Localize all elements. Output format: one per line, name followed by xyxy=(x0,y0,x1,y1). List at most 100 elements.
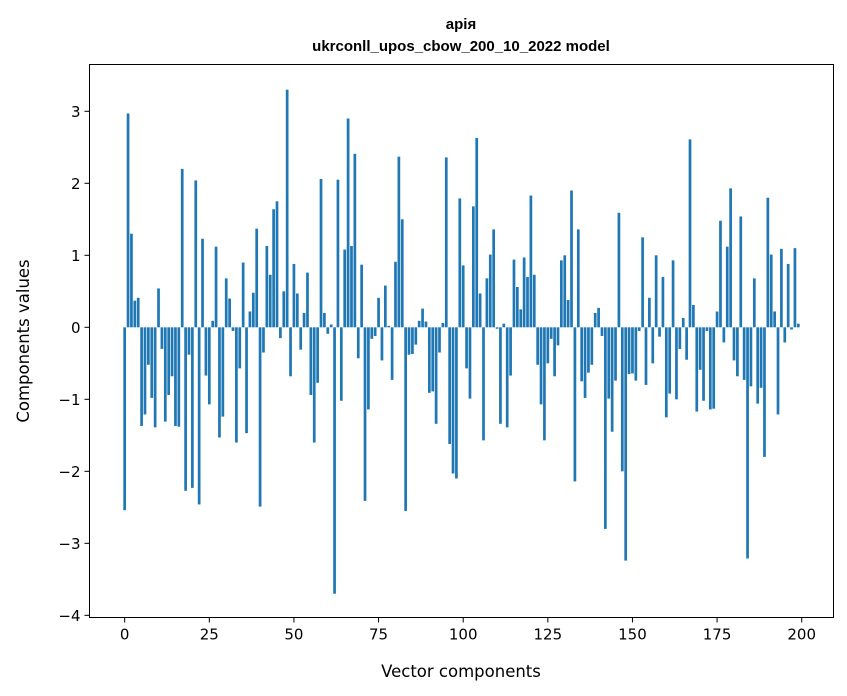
bar-31 xyxy=(228,298,231,328)
bar-82 xyxy=(400,219,404,328)
bar-153 xyxy=(641,237,644,328)
bar-61 xyxy=(329,324,333,328)
bar-87 xyxy=(417,320,421,328)
bar-143 xyxy=(607,327,611,399)
bar-92 xyxy=(434,327,438,424)
bar-194 xyxy=(780,248,783,328)
bar-144 xyxy=(610,327,614,432)
bar-11 xyxy=(160,327,164,349)
bar-108 xyxy=(488,254,492,328)
bar-199 xyxy=(796,323,800,328)
bar-118 xyxy=(522,257,526,328)
bar-150 xyxy=(631,327,634,374)
bar-44 xyxy=(272,209,275,328)
bar-43 xyxy=(268,274,272,328)
bar-37 xyxy=(248,311,252,328)
bar-162 xyxy=(671,260,675,328)
bar-48 xyxy=(285,89,289,328)
bar-99 xyxy=(458,198,462,328)
bar-196 xyxy=(786,263,790,328)
bar-18 xyxy=(184,327,187,491)
bar-94 xyxy=(441,322,445,328)
bar-122 xyxy=(536,327,540,365)
bar-22 xyxy=(197,327,201,505)
bar-140 xyxy=(597,307,600,328)
bar-5 xyxy=(140,327,143,426)
bar-59 xyxy=(323,312,326,328)
chart-title-line-2: ukrconll_upos_cbow_200_10_2022 model xyxy=(312,38,610,55)
bar-157 xyxy=(654,255,658,328)
bar-121 xyxy=(532,274,536,328)
y-tick-label: 2 xyxy=(71,175,81,193)
bars-group xyxy=(123,89,800,594)
bar-167 xyxy=(688,139,692,328)
bar-176 xyxy=(719,220,722,328)
bar-76 xyxy=(380,327,384,361)
bar-189 xyxy=(763,327,766,457)
x-tick-label: 200 xyxy=(787,626,816,644)
bar-151 xyxy=(634,327,638,381)
bar-3 xyxy=(133,300,137,328)
bar-168 xyxy=(692,304,695,328)
bar-111 xyxy=(499,327,502,424)
x-tick-label: 125 xyxy=(534,626,563,644)
bar-179 xyxy=(729,188,732,328)
bar-84 xyxy=(407,327,411,355)
bar-25 xyxy=(207,327,211,405)
y-tick-label: 0 xyxy=(71,319,81,337)
y-axis-label: Components values xyxy=(14,259,33,422)
bar-123 xyxy=(539,327,543,405)
bar-26 xyxy=(211,320,215,328)
bar-105 xyxy=(478,293,482,328)
bar-96 xyxy=(448,327,452,444)
bar-149 xyxy=(627,327,631,375)
bar-15 xyxy=(174,327,177,426)
bar-197 xyxy=(790,327,793,330)
x-tick-label: 75 xyxy=(369,626,388,644)
bar-146 xyxy=(617,212,621,328)
bar-33 xyxy=(235,327,238,443)
bar-186 xyxy=(752,278,756,328)
bar-8 xyxy=(150,327,154,398)
bar-40 xyxy=(258,327,262,507)
bar-171 xyxy=(702,327,705,401)
bar-95 xyxy=(444,157,448,328)
bar-182 xyxy=(739,216,743,328)
x-axis-label: Vector components xyxy=(381,662,541,681)
bar-175 xyxy=(715,311,719,328)
y-tick-label: −3 xyxy=(58,535,80,553)
bar-63 xyxy=(336,179,340,328)
bar-198 xyxy=(793,248,797,328)
chart-title-line-1: apiя xyxy=(446,16,476,33)
bar-166 xyxy=(685,327,688,360)
bar-71 xyxy=(363,327,367,501)
bar-142 xyxy=(604,327,607,529)
bar-10 xyxy=(157,288,160,328)
bar-154 xyxy=(644,327,648,385)
bar-58 xyxy=(319,178,323,328)
bar-185 xyxy=(749,327,753,387)
bar-53 xyxy=(302,312,306,328)
bar-147 xyxy=(620,327,624,472)
y-tick-label: 1 xyxy=(71,247,81,265)
bar-117 xyxy=(519,309,523,328)
bar-158 xyxy=(658,327,661,337)
bar-170 xyxy=(698,327,702,370)
bar-67 xyxy=(350,245,353,328)
bar-21 xyxy=(194,180,198,328)
y-tick-label: −2 xyxy=(58,463,80,481)
bar-156 xyxy=(651,327,655,364)
bar-24 xyxy=(204,327,208,376)
bar-113 xyxy=(505,327,509,428)
bar-17 xyxy=(180,168,184,328)
bar-27 xyxy=(214,246,218,328)
bar-155 xyxy=(648,297,651,328)
bar-107 xyxy=(485,278,489,328)
bar-79 xyxy=(390,327,394,380)
bar-35 xyxy=(241,262,245,328)
bar-191 xyxy=(769,254,773,328)
bar-115 xyxy=(512,259,516,328)
y-tick-label: −4 xyxy=(58,607,80,625)
bar-88 xyxy=(421,308,424,328)
bar-98 xyxy=(455,327,458,479)
